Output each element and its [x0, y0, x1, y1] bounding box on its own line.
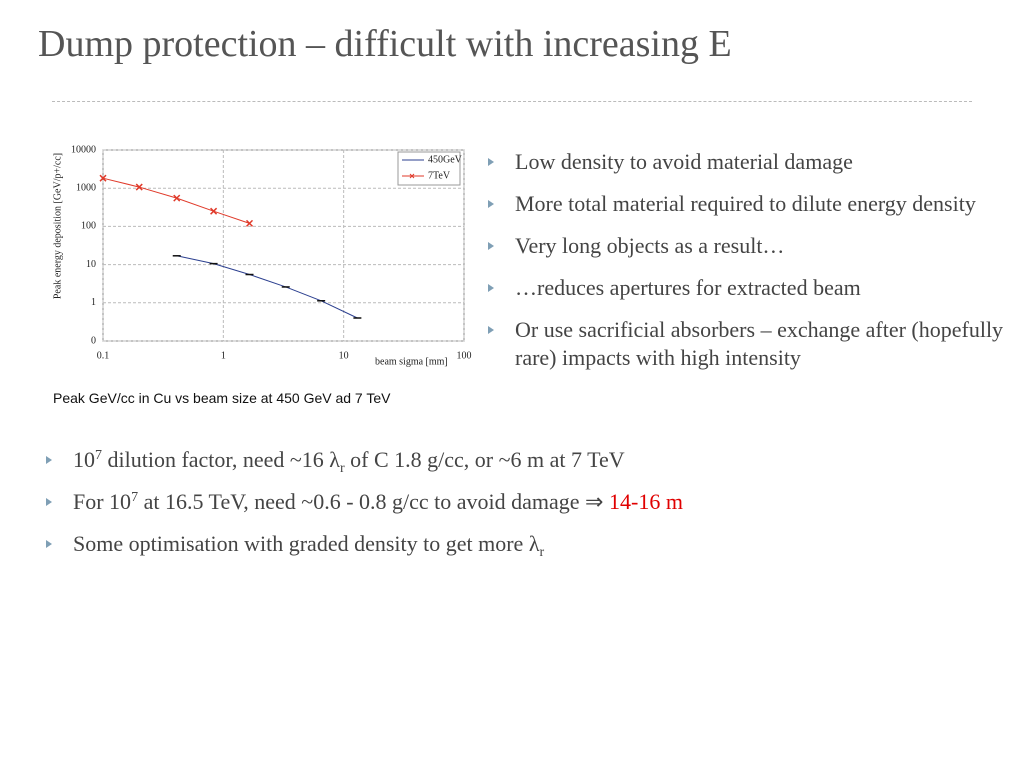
bullet: 107 dilution factor, need ~16 λr of C 1.… [46, 446, 1013, 476]
text: For 10 [73, 489, 132, 514]
bullet: More total material required to dilute e… [488, 190, 1015, 218]
legend-marker [409, 173, 415, 179]
y-tick-label: 0 [91, 335, 96, 346]
y-tick-label: 1 [91, 297, 96, 308]
x-axis-label: beam sigma [mm] [375, 356, 448, 367]
text: of C 1.8 g/cc, or ~6 m at 7 TeV [344, 447, 625, 472]
legend-label: 450GeV [428, 154, 463, 165]
y-tick-label: 100 [81, 221, 96, 232]
y-tick-label: 10000 [71, 144, 96, 155]
text: at 16.5 TeV, need ~0.6 - 0.8 g/cc to avo… [138, 489, 609, 514]
bullet: Very long objects as a result… [488, 232, 1015, 260]
figure-caption: Peak GeV/cc in Cu vs beam size at 450 Ge… [53, 390, 391, 406]
x-tick-label: 100 [457, 350, 472, 361]
bullet: Or use sacrificial absorbers – exchange … [488, 316, 1015, 372]
subscript: r [339, 461, 345, 476]
bullet-list: Low density to avoid material damage Mor… [488, 148, 1015, 386]
text: 10 [73, 447, 95, 472]
y-tick-label: 10 [86, 259, 96, 270]
bullet: Low density to avoid material damage [488, 148, 1015, 176]
series-line [176, 255, 358, 319]
subscript: r [539, 545, 545, 560]
legend-label: 7TeV [428, 170, 451, 181]
bullet-list: 107 dilution factor, need ~16 λr of C 1.… [46, 446, 1013, 572]
marker [210, 207, 218, 215]
highlight: 14-16 m [609, 489, 683, 514]
text: Some optimisation with graded density to… [73, 531, 529, 556]
text: dilution factor, need ~16 [102, 447, 330, 472]
bullet: Some optimisation with graded density to… [46, 530, 1013, 560]
marker [245, 219, 254, 227]
legend [397, 151, 461, 186]
marker [99, 174, 107, 182]
bullet: For 107 at 16.5 TeV, need ~0.6 - 0.8 g/c… [46, 488, 1013, 516]
symbol: λ [528, 531, 540, 556]
x-tick-label: 10 [339, 350, 349, 361]
bullet: …reduces apertures for extracted beam [488, 274, 1015, 302]
x-tick-label: 1 [221, 350, 226, 361]
superscript: 7 [95, 448, 102, 463]
symbol: λ [329, 447, 340, 472]
marker [173, 194, 181, 202]
y-axis-label: Peak energy deposition [GeV/p+/cc] [52, 153, 63, 299]
slide-title: Dump protection – difficult with increas… [38, 23, 732, 65]
marker [135, 183, 143, 191]
y-tick-label: 1000 [76, 182, 96, 193]
x-tick-label: 0.1 [97, 350, 110, 361]
superscript: 7 [131, 490, 139, 505]
divider [52, 101, 972, 102]
